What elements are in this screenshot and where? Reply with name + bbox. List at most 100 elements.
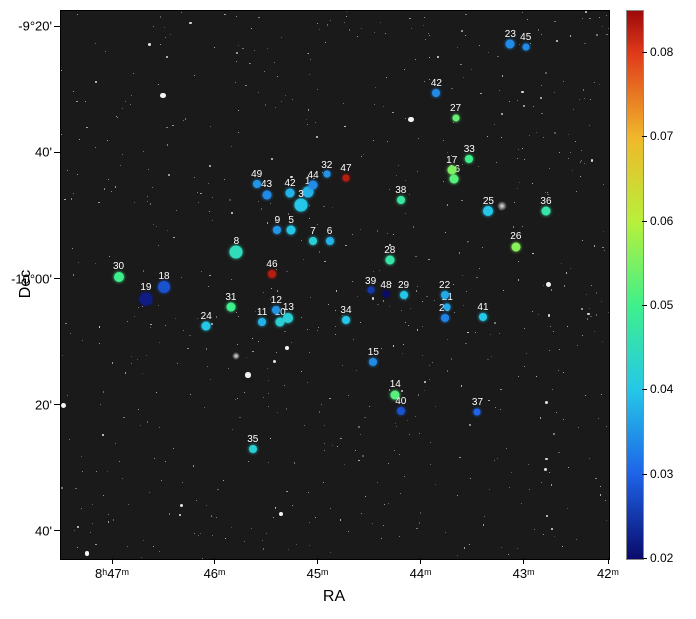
source-marker	[511, 242, 520, 251]
x-tick-label: 46ᵐ	[204, 566, 226, 581]
source-marker	[483, 206, 493, 216]
source-marker	[522, 43, 529, 50]
y-tick-label: -9°20'	[18, 19, 52, 34]
source-label: 5	[288, 215, 294, 226]
source-marker	[369, 358, 377, 366]
y-tick-label: 40'	[35, 145, 52, 160]
colorbar	[626, 10, 644, 560]
source-label: 29	[398, 280, 409, 291]
colorbar-tick-label: 0.08	[650, 45, 673, 59]
source-marker	[342, 316, 350, 324]
x-tick-label: 44ᵐ	[410, 566, 432, 581]
source-label: 24	[201, 311, 212, 322]
colorbar-tick-label: 0.05	[650, 298, 673, 312]
source-label: 13	[283, 302, 294, 313]
source-label: 38	[395, 185, 406, 196]
source-label: 7	[310, 226, 316, 237]
source-label: 17	[446, 154, 457, 165]
source-label: 30	[113, 261, 124, 272]
source-label: 23	[505, 28, 516, 39]
colorbar-tick-label: 0.06	[650, 214, 673, 228]
source-label: 9	[275, 215, 281, 226]
source-label: 32	[321, 159, 332, 170]
source-marker	[268, 270, 276, 278]
source-marker	[479, 313, 487, 321]
source-marker	[441, 314, 449, 322]
source-label: 48	[380, 279, 391, 290]
x-tick-label: 8ʰ47ᵐ	[95, 566, 129, 581]
source-label: 36	[540, 196, 551, 207]
source-label: 49	[251, 168, 262, 179]
source-label: 12	[271, 294, 282, 305]
source-marker	[385, 256, 394, 265]
source-marker	[253, 180, 261, 188]
source-marker	[444, 303, 451, 310]
source-marker	[450, 175, 459, 184]
source-label: 28	[384, 245, 395, 256]
x-axis-label: RA	[323, 588, 345, 606]
source-label: 35	[247, 434, 258, 445]
colorbar-tick-label: 0.07	[650, 129, 673, 143]
colorbar-tick-label: 0.04	[650, 382, 673, 396]
source-label: 44	[308, 170, 319, 181]
source-marker	[249, 445, 257, 453]
source-marker	[382, 291, 389, 298]
source-marker	[400, 291, 408, 299]
x-tick-label: 42ᵐ	[597, 566, 619, 581]
source-marker	[287, 226, 296, 235]
source-marker	[397, 407, 405, 415]
source-marker	[295, 198, 308, 211]
source-marker	[326, 237, 334, 245]
source-marker	[158, 281, 170, 293]
source-label: 37	[472, 397, 483, 408]
source-label: 14	[390, 379, 401, 390]
y-tick-label: 40'	[35, 523, 52, 538]
source-label: 45	[520, 32, 531, 43]
source-marker	[474, 409, 481, 416]
source-marker	[272, 306, 280, 314]
source-marker	[441, 291, 449, 299]
x-tick-label: 43ᵐ	[513, 566, 535, 581]
source-label: 47	[340, 163, 351, 174]
source-marker	[432, 89, 440, 97]
source-label: 33	[464, 144, 475, 155]
sky-plot: 1356789101112131415161718192021222324252…	[60, 10, 610, 560]
colorbar-tick-label: 0.02	[650, 551, 673, 565]
source-marker	[283, 313, 293, 323]
source-marker	[397, 196, 405, 204]
source-label: 11	[257, 307, 267, 318]
source-label: 25	[483, 195, 494, 206]
source-marker	[447, 165, 456, 174]
source-marker	[139, 292, 152, 305]
source-marker	[541, 207, 550, 216]
source-label: 34	[340, 304, 351, 315]
source-marker	[323, 171, 330, 178]
source-label: 31	[225, 291, 236, 302]
source-marker	[506, 39, 515, 48]
source-label: 22	[439, 280, 450, 291]
source-marker	[262, 190, 271, 199]
source-label: 15	[368, 347, 379, 358]
source-marker	[309, 237, 317, 245]
source-marker	[202, 322, 211, 331]
source-label: 26	[510, 231, 521, 242]
source-label: 46	[266, 259, 277, 270]
source-label: 42	[431, 78, 442, 89]
x-tick-label: 45ᵐ	[307, 566, 329, 581]
source-label: 42	[285, 178, 296, 189]
source-label: 39	[365, 276, 376, 287]
source-marker	[230, 246, 243, 259]
source-label: 43	[261, 179, 272, 190]
source-label: 6	[327, 226, 333, 237]
colorbar-tick-label: 0.03	[650, 467, 673, 481]
source-marker	[452, 114, 459, 121]
y-axis-label: Dec	[17, 270, 35, 298]
source-marker	[309, 181, 318, 190]
source-marker	[258, 318, 266, 326]
source-marker	[391, 390, 400, 399]
source-marker	[226, 302, 235, 311]
source-marker	[114, 272, 124, 282]
source-label: 27	[450, 103, 461, 114]
source-marker	[273, 226, 281, 234]
source-label: 41	[477, 302, 488, 313]
